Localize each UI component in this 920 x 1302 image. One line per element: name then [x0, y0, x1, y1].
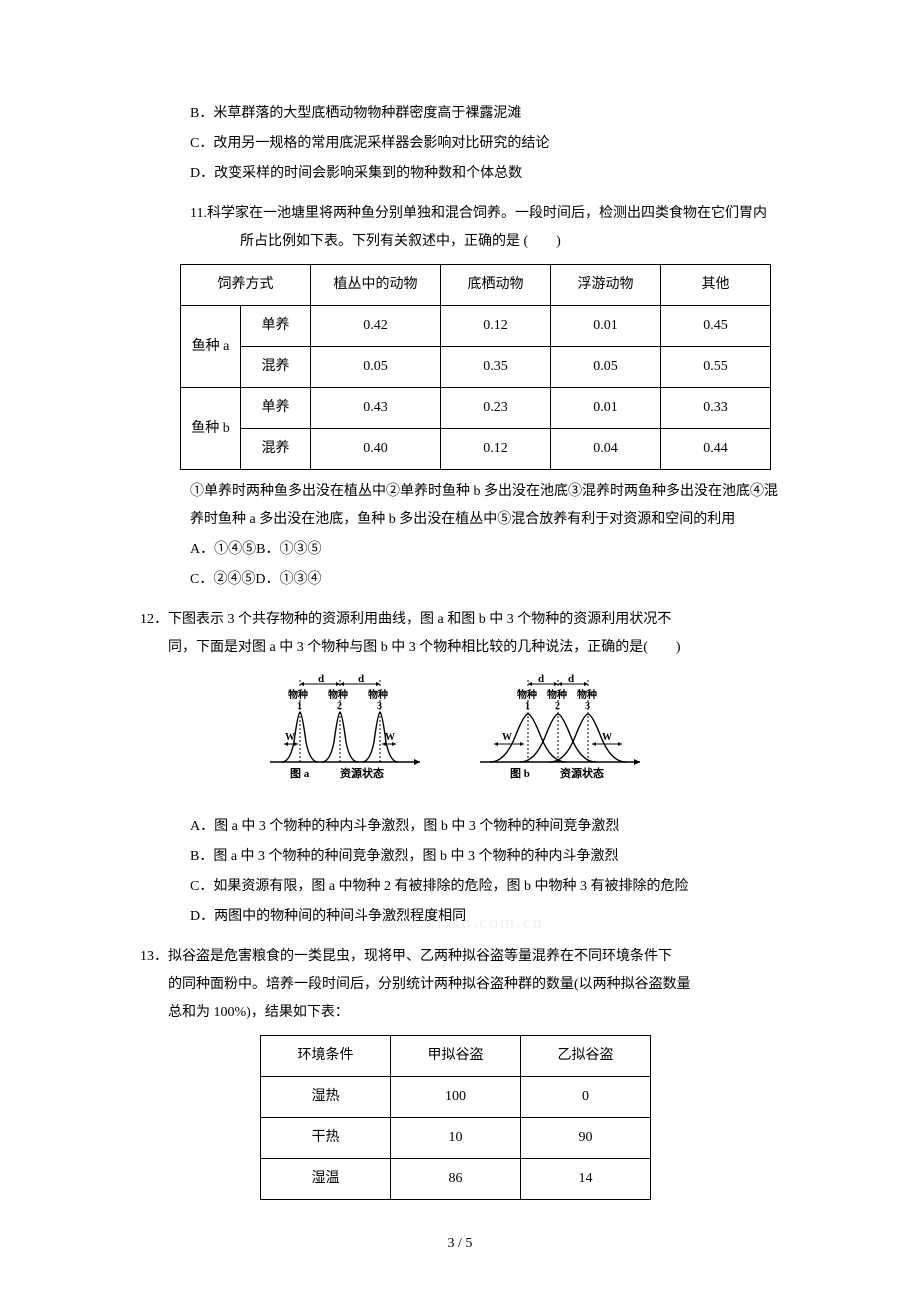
q11-cell: 0.12	[441, 306, 551, 347]
q11-mode: 单养	[241, 306, 311, 347]
q13-cell: 湿温	[261, 1159, 391, 1200]
q10-option-c: C．改用另一规格的常用底泥采样器会影响对比研究的结论	[140, 130, 780, 158]
q11-cell: 0.43	[311, 388, 441, 429]
chart-d-label: d	[568, 673, 574, 685]
q13-intro-line1: 13．拟谷盗是危害粮食的一类昆虫，现将甲、乙两种拟谷盗等量混养在不同环境条件下	[140, 943, 780, 971]
q11-species-a: 鱼种 a	[181, 306, 241, 388]
q11-cell: 0.35	[441, 347, 551, 388]
q11-table: 饲养方式 植丛中的动物 底栖动物 浮游动物 其他 鱼种 a 单养 0.42 0.…	[180, 264, 771, 470]
q11-th-mode: 饲养方式	[181, 265, 311, 306]
chart-b-label: 图 b	[510, 767, 530, 780]
chart-species-label: 物种	[547, 688, 567, 701]
q11-intro: 11.科学家在一池塘里将两种鱼分别单独和混合饲养。一段时间后，检测出四类食物在它…	[140, 200, 780, 256]
q13-cell: 86	[391, 1159, 521, 1200]
chart-d-label: d	[538, 673, 544, 685]
q11-species-b: 鱼种 b	[181, 388, 241, 470]
q11-opts-line2: C．②④⑤D．①③④	[140, 566, 780, 594]
chart-species-num: 3	[585, 701, 590, 712]
table-header-row: 环境条件 甲拟谷盗 乙拟谷盗	[261, 1036, 651, 1077]
q11-th-2: 底栖动物	[441, 265, 551, 306]
table-row: 鱼种 a 单养 0.42 0.12 0.01 0.45	[181, 306, 771, 347]
q12-intro: 12．下图表示 3 个共存物种的资源利用曲线，图 a 和图 b 中 3 个物种的…	[140, 606, 780, 662]
q11-cell: 0.23	[441, 388, 551, 429]
chart-w-label: W	[285, 732, 295, 743]
q11-cell: 0.01	[551, 388, 661, 429]
q13-cell: 100	[391, 1077, 521, 1118]
chart-species-num: 1	[297, 701, 302, 712]
q10-option-b: B．米草群落的大型底栖动物物种群密度高于裸露泥滩	[140, 100, 780, 128]
q12-option-a: A．图 a 中 3 个物种的种内斗争激烈，图 b 中 3 个物种的种间竞争激烈	[140, 813, 780, 841]
chart-resource-label: 资源状态	[560, 766, 604, 780]
chart-w-label: W	[602, 732, 612, 743]
q11-cell: 0.12	[441, 429, 551, 470]
page-number: 3 / 5	[140, 1230, 780, 1258]
q12-option-c: C．如果资源有限，图 a 中物种 2 有被排除的危险，图 b 中物种 3 有被排…	[140, 873, 780, 901]
q11-statements: ①单养时两种鱼多出没在植丛中②单养时鱼种 b 多出没在池底③混养时两鱼种多出没在…	[140, 478, 780, 534]
q13-th-0: 环境条件	[261, 1036, 391, 1077]
q11-th-1: 植丛中的动物	[311, 265, 441, 306]
chart-species-num: 2	[337, 701, 342, 712]
chart-svg: d d 物种 物种 物种 1 2 3 W W	[250, 672, 670, 792]
q11-cell: 0.05	[551, 347, 661, 388]
chart-species-label: 物种	[328, 688, 348, 701]
chart-w-label: W	[385, 732, 395, 743]
chart-species-num: 1	[525, 701, 530, 712]
q12-intro-line1: 12．下图表示 3 个共存物种的资源利用曲线，图 a 和图 b 中 3 个物种的…	[140, 606, 780, 634]
q11-mode: 单养	[241, 388, 311, 429]
table-row: 干热 10 90	[261, 1118, 651, 1159]
q13-table: 环境条件 甲拟谷盗 乙拟谷盗 湿热 100 0 干热 10 90 湿温 86 1…	[260, 1035, 651, 1200]
chart-species-label: 物种	[288, 688, 308, 701]
chart-resource-label: 资源状态	[340, 766, 384, 780]
q11-cell: 0.45	[661, 306, 771, 347]
q13-cell: 0	[521, 1077, 651, 1118]
q13-th-1: 甲拟谷盗	[391, 1036, 521, 1077]
chart-species-label: 物种	[577, 688, 597, 701]
q12-chart: d d 物种 物种 物种 1 2 3 W W	[140, 672, 780, 803]
q12-intro-line2: 同，下面是对图 a 中 3 个物种与图 b 中 3 个物种相比较的几种说法，正确…	[140, 634, 780, 662]
chart-species-label: 物种	[517, 688, 537, 701]
q13-intro-line2: 的同种面粉中。培养一段时间后，分别统计两种拟谷盗种群的数量(以两种拟谷盗数量	[140, 971, 780, 999]
table-row: 鱼种 b 单养 0.43 0.23 0.01 0.33	[181, 388, 771, 429]
table-row: 混养 0.40 0.12 0.04 0.44	[181, 429, 771, 470]
q11-mode: 混养	[241, 429, 311, 470]
chart-species-label: 物种	[368, 688, 388, 701]
q11-th-3: 浮游动物	[551, 265, 661, 306]
q13-cell: 14	[521, 1159, 651, 1200]
q11-cell: 0.55	[661, 347, 771, 388]
q11-cell: 0.05	[311, 347, 441, 388]
q11-cell: 0.01	[551, 306, 661, 347]
q13-intro-line3: 总和为 100%)，结果如下表：	[140, 999, 780, 1027]
q11-mode: 混养	[241, 347, 311, 388]
chart-species-num: 2	[555, 701, 560, 712]
chart-a-label: 图 a	[290, 767, 310, 780]
q12-option-b: B．图 a 中 3 个物种的种间竞争激烈，图 b 中 3 个物种的种内斗争激烈	[140, 843, 780, 871]
table-header-row: 饲养方式 植丛中的动物 底栖动物 浮游动物 其他	[181, 265, 771, 306]
q13-cell: 90	[521, 1118, 651, 1159]
q13-cell: 湿热	[261, 1077, 391, 1118]
chart-d-label: d	[358, 673, 364, 685]
q13-cell: 干热	[261, 1118, 391, 1159]
q13-th-2: 乙拟谷盗	[521, 1036, 651, 1077]
q13-cell: 10	[391, 1118, 521, 1159]
q11-opts-line1: A．①④⑤B．①③⑤	[140, 536, 780, 564]
q13-intro: 13．拟谷盗是危害粮食的一类昆虫，现将甲、乙两种拟谷盗等量混养在不同环境条件下 …	[140, 943, 780, 1027]
q11-cell: 0.44	[661, 429, 771, 470]
q11-cell: 0.40	[311, 429, 441, 470]
chart-w-label: W	[502, 732, 512, 743]
q11-cell: 0.42	[311, 306, 441, 347]
q10-option-d: D．改变采样的时间会影响采集到的物种数和个体总数	[140, 160, 780, 188]
table-row: 湿热 100 0	[261, 1077, 651, 1118]
q11-intro-text: 11.科学家在一池塘里将两种鱼分别单独和混合饲养。一段时间后，检测出四类食物在它…	[190, 200, 780, 256]
q11-th-4: 其他	[661, 265, 771, 306]
q11-cell: 0.33	[661, 388, 771, 429]
q11-cell: 0.04	[551, 429, 661, 470]
q12-option-d: D．两图中的物种间的种间斗争激烈程度相同	[140, 903, 780, 931]
chart-species-num: 3	[377, 701, 382, 712]
table-row: 混养 0.05 0.35 0.05 0.55	[181, 347, 771, 388]
table-row: 湿温 86 14	[261, 1159, 651, 1200]
chart-d-label: d	[318, 673, 324, 685]
